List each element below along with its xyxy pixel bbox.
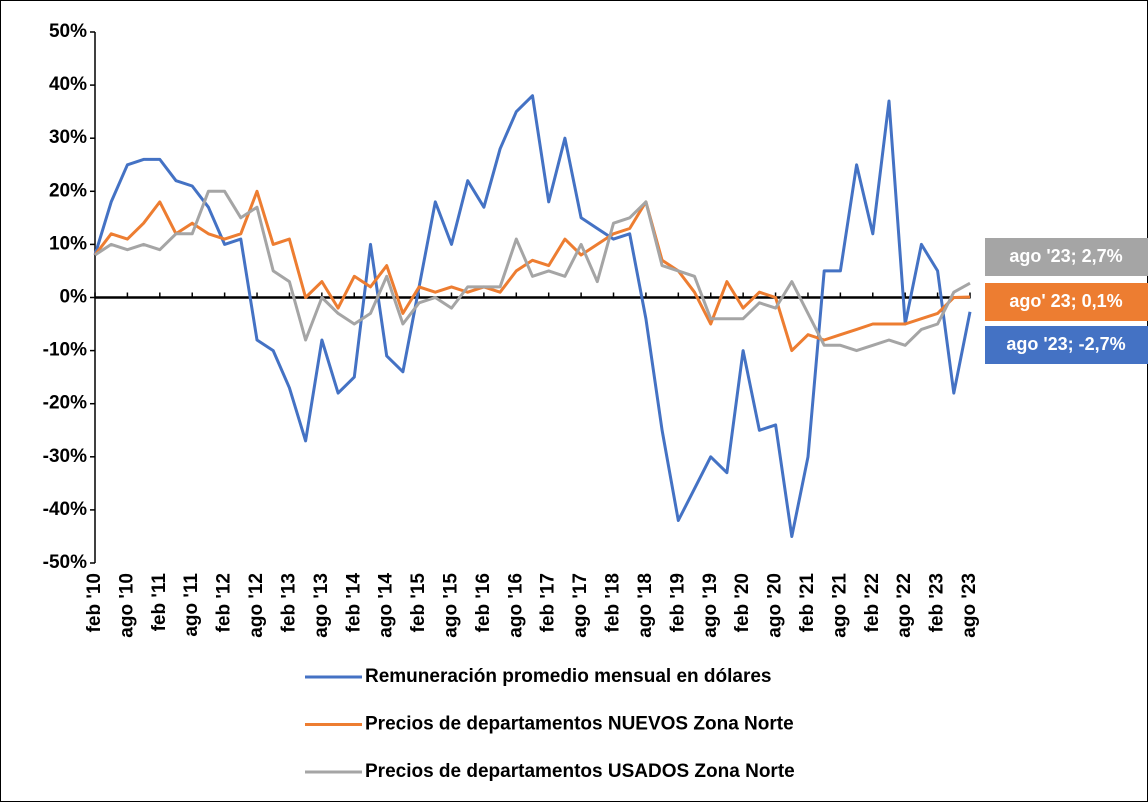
x-tick-label: feb '17 [538,573,559,632]
annotation-text: ago '23; 2,7% [1009,246,1122,266]
y-tick-label: 0% [60,287,88,308]
y-tick-label: -10% [43,340,87,361]
x-tick-label: ago '18 [635,573,656,638]
x-tick-label: ago '15 [440,573,461,638]
x-tick-label: ago '11 [181,573,202,637]
x-tick-label: feb '15 [408,573,429,633]
x-tick-label: ago '22 [894,573,915,638]
x-tick-label: feb '18 [603,573,624,632]
legend-label: Precios de departamentos USADOS Zona Nor… [365,761,795,782]
y-tick-label: 50% [49,21,87,42]
x-tick-label: feb '16 [473,573,494,632]
annotation-text: ago '23; -2,7% [1006,334,1125,354]
x-tick-label: feb '10 [84,573,105,632]
legend-label: Remuneración promedio mensual en dólares [365,666,772,687]
y-tick-label: -50% [43,552,87,573]
x-tick-label: ago '23 [959,573,980,638]
x-tick-label: ago '19 [700,573,721,638]
legend-label: Precios de departamentos NUEVOS Zona Nor… [365,714,794,735]
x-tick-label: ago '16 [505,573,526,638]
y-tick-label: -40% [43,499,87,520]
x-tick-label: feb '23 [927,573,948,632]
annotation-text: ago' 23; 0,1% [1009,291,1122,311]
x-tick-label: feb '21 [797,573,818,633]
annotation-box [985,283,1148,321]
x-tick-label: feb '22 [862,573,883,632]
annotation-box [985,326,1148,364]
x-tick-label: ago '17 [570,573,591,638]
y-tick-label: -30% [43,446,87,467]
series-line [94,189,971,353]
series-line [93,189,971,353]
y-tick-label: 30% [49,127,87,148]
x-tick-label: feb '14 [343,573,364,633]
series-line [93,94,972,538]
x-tick-label: ago '12 [246,573,267,638]
x-tick-label: feb '19 [667,573,688,632]
annotation-box [985,238,1148,276]
x-tick-label: ago '13 [311,573,332,638]
x-tick-label: feb '12 [214,573,235,632]
y-tick-label: 20% [49,180,87,201]
x-tick-label: feb '11 [149,573,170,632]
x-tick-label: ago '20 [765,573,786,638]
x-tick-label: feb '20 [732,573,753,632]
x-tick-label: ago '10 [116,573,137,638]
y-tick-label: -20% [43,393,87,414]
x-tick-label: ago '21 [829,573,850,638]
y-tick-label: 10% [49,233,87,254]
x-tick-label: ago '14 [376,573,397,638]
y-tick-label: 40% [49,74,87,95]
x-tick-label: feb '13 [278,573,299,632]
